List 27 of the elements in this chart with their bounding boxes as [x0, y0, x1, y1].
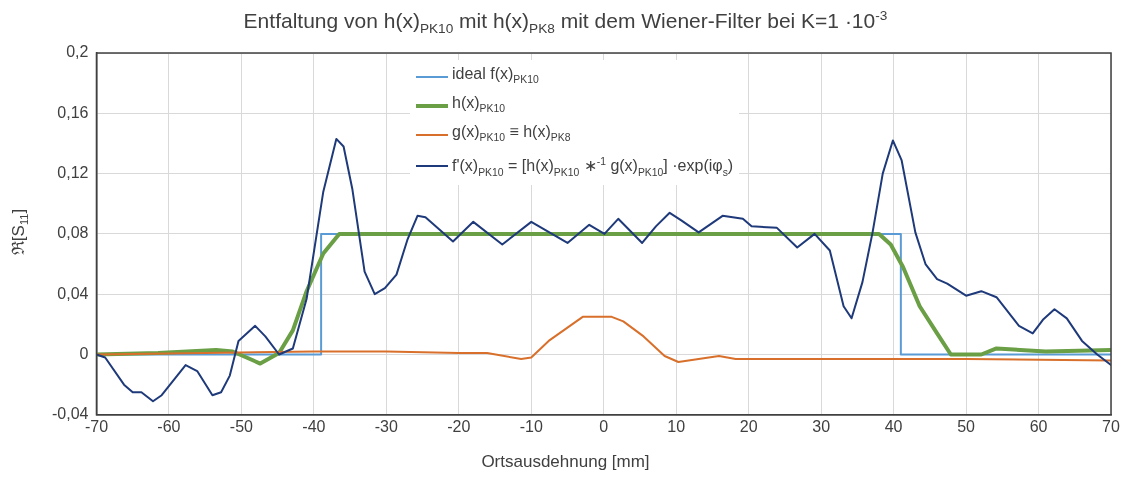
x-tick-label: 30 — [812, 417, 831, 435]
x-tick-label: 20 — [739, 417, 758, 435]
x-tick-label: -10 — [519, 417, 543, 435]
text: f'(x)$_{PK10}$ = [h(x)$_{PK10}$ ∗$^{-1}$ g(x)$_{PK10}$] ·exp(iφ$_{s}$) — [452, 155, 734, 178]
legend-label: g(x)$_{PK10}$ ≡ h(x)$_{PK8}$ — [452, 122, 571, 146]
x-axis-title: Ortsausdehnung [mm] — [480, 452, 651, 472]
y-tick-label: 0 — [79, 344, 89, 362]
y-tick-label: 0,12 — [57, 164, 89, 182]
legend-label: ideal f(x)$_{PK10}$ — [452, 64, 539, 88]
y-tick-label: 0,08 — [57, 224, 89, 242]
legend-label: h(x)$_{PK10}$ — [452, 93, 505, 117]
x-tick-label: 70 — [1102, 417, 1120, 435]
chart-title: Entfaltung von h(x)$_{PK10}$ mit h(x)$_{PK8}$ mit dem Wiener-Filter bei K=1 ·10$^{-3}$ — [242, 8, 889, 37]
x-tick-label: 10 — [667, 417, 686, 435]
x-tick-label: -40 — [302, 417, 326, 435]
x-tick-label: 60 — [1029, 417, 1048, 435]
x-tick-label: -20 — [447, 417, 471, 435]
x-tick-label: 40 — [884, 417, 903, 435]
y-tick-label: -0,04 — [52, 405, 89, 423]
y-tick-label: 0,16 — [57, 103, 89, 121]
y-tick-label: 0,2 — [66, 43, 89, 61]
x-tick-label: -60 — [157, 417, 181, 435]
x-tick-label: -50 — [229, 417, 254, 435]
x-tick-label: -30 — [374, 417, 398, 435]
x-tick-label: 50 — [957, 417, 976, 435]
x-tick-label: 0 — [599, 417, 609, 435]
y-tick-label: 0,04 — [57, 284, 89, 302]
